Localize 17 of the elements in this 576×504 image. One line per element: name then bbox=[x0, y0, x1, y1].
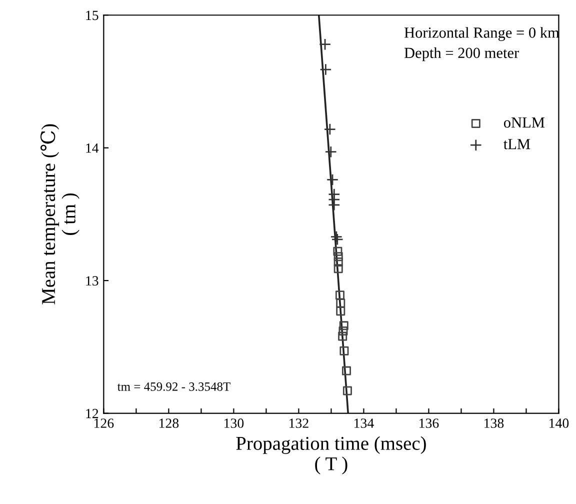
y-tick-label: 15 bbox=[86, 10, 98, 20]
x-tick-label: 128 bbox=[159, 418, 179, 428]
y-axis-title: Mean temperature (℃) ( tm ) bbox=[40, 124, 80, 304]
y-tick-label: 14 bbox=[86, 143, 99, 153]
x-tick-label: 126 bbox=[94, 418, 114, 428]
annotation: tm = 459.92 - 3.3548T bbox=[117, 382, 230, 391]
x-tick-label: 138 bbox=[484, 418, 504, 428]
x-tick-label: 132 bbox=[290, 418, 308, 428]
x-tick-label: 134 bbox=[354, 418, 374, 428]
x-axis-title: Propagation time (msec) ( T ) bbox=[236, 436, 426, 474]
legend-label: oNLM bbox=[504, 117, 545, 128]
x-tick-label: 130 bbox=[224, 418, 244, 428]
x-tick-label: 140 bbox=[550, 418, 569, 428]
x-tick-label: 136 bbox=[420, 418, 439, 428]
legend-label: tLM bbox=[504, 139, 530, 150]
y-tick-label: 12 bbox=[86, 408, 98, 418]
y-tick-label: 13 bbox=[86, 276, 98, 286]
